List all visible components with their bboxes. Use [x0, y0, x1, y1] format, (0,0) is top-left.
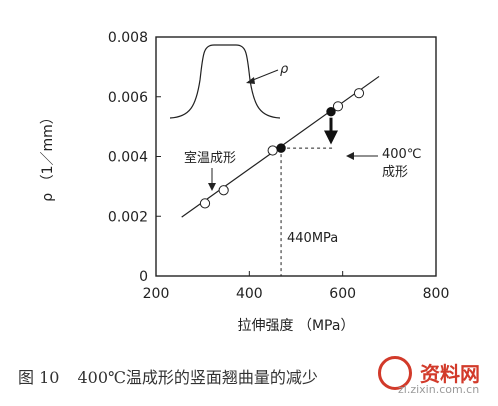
open-data-point	[218, 185, 229, 196]
x-axis-title: 拉伸强度 （MPa）	[238, 318, 355, 334]
hot-forming-label-2: 成形	[382, 165, 408, 180]
open-data-point	[199, 198, 211, 209]
open-data-point	[267, 145, 278, 156]
y-tick-label: 0.006	[108, 90, 148, 106]
y-axis-title: ρ （1／mm）	[40, 110, 56, 202]
data-points	[199, 88, 365, 209]
x-tick-label: 600	[329, 286, 356, 302]
reduction-arrow-head	[324, 130, 338, 145]
filled-data-point	[276, 143, 286, 153]
hot-forming-label-1: 400℃	[382, 147, 421, 162]
y-tick-label: 0	[139, 269, 148, 285]
inset-rho-label: ρ	[280, 62, 289, 77]
open-data-point	[353, 88, 365, 99]
hot-forming-pointer-head	[346, 152, 354, 160]
room-temp-pointer-head	[208, 183, 216, 191]
open-data-point	[332, 101, 344, 112]
y-axis: 0 0.002 0.004 0.006 0.008	[108, 30, 161, 285]
figure-caption: 图 10 400℃温成形的竖面翘曲量的减少	[18, 364, 318, 388]
figure-caption-text: 400℃温成形的竖面翘曲量的减少	[77, 368, 318, 387]
y-tick-label: 0.004	[108, 150, 148, 166]
figure-number: 图 10	[18, 368, 60, 387]
filled-data-point	[326, 106, 336, 117]
x-tick-label: 200	[143, 286, 170, 302]
room-temp-label: 室温成形	[184, 150, 236, 166]
watermark-brand: 资料网	[420, 362, 480, 386]
y-tick-label: 0.008	[108, 30, 148, 46]
inset-pointer-arrowhead	[246, 77, 255, 84]
x-tick-label: 400	[236, 286, 263, 302]
watermark-logo-icon	[378, 356, 412, 390]
x-tick-label: 800	[423, 286, 450, 302]
watermark-site: zl.zixin.com.cn	[398, 383, 480, 396]
y-tick-label: 0.002	[108, 209, 148, 225]
inset-profile-curve	[169, 44, 281, 119]
strength-440-label: 440MPa	[287, 231, 338, 246]
x-axis: 200 400 600 800	[143, 271, 450, 302]
